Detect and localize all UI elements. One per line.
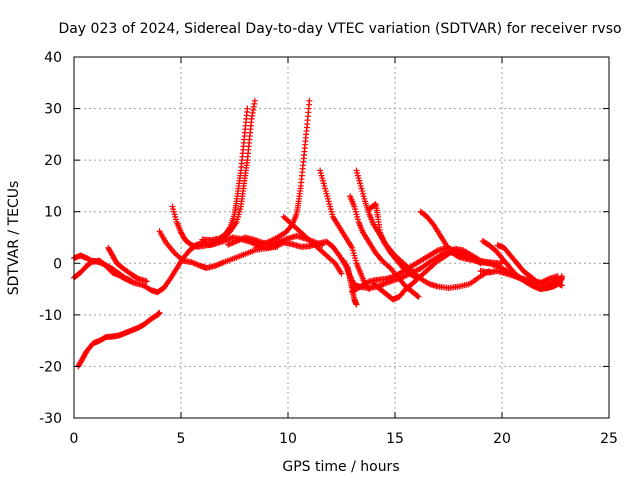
y-tick-label: 0 [53,256,62,272]
data-point [353,301,360,308]
series-arc-6 [169,97,258,250]
x-tick-label: 5 [177,431,186,447]
x-tick-label: 10 [279,431,297,447]
series-arc-21 [477,268,561,286]
data-point [414,292,421,299]
series-arc-18 [417,208,505,267]
data-point [306,97,313,104]
series-arc-7 [199,105,251,244]
x-tick-labels: 0 5 10 15 20 25 [70,431,618,447]
x-tick-label: 0 [70,431,79,447]
y-tick-labels: -30 -20 -10 0 10 20 30 40 [39,50,62,427]
series-arc-10 [280,213,345,277]
axis-ticks [73,56,610,419]
series-arc-4 [105,244,150,285]
data-point [429,220,436,227]
y-tick-label: 40 [44,50,62,66]
y-tick-label: -20 [39,359,62,375]
y-axis-label: SDTVAR / TECUs [6,181,22,296]
x-tick-label: 20 [493,431,511,447]
plot-frame [73,56,610,419]
series-arc-8 [252,97,313,251]
series-arc-2 [71,257,135,285]
data-point [558,275,565,282]
data-point [156,309,163,316]
data-point [244,105,251,112]
data-point [365,285,372,292]
series-arc-3 [75,309,163,370]
y-tick-label: -30 [39,411,62,427]
data-points [71,97,565,370]
grid-lines [74,57,609,418]
data-point [274,243,281,250]
y-tick-label: 10 [44,205,62,221]
chart-title: Day 023 of 2024, Sidereal Day-to-day VTE… [58,21,621,37]
data-point [319,242,326,249]
y-tick-label: -10 [39,308,62,324]
series-arc-19 [479,238,565,293]
data-point [366,286,373,293]
data-point [226,225,233,232]
data-point [143,278,150,285]
x-tick-label: 25 [600,431,618,447]
data-point [251,97,258,104]
data-point [554,273,561,280]
series-arc-11 [317,167,373,293]
data-point [128,278,135,285]
y-tick-label: 20 [44,153,62,169]
x-tick-label: 15 [386,431,404,447]
series-arc-9 [225,232,326,249]
x-axis-label: GPS time / hours [282,459,399,475]
y-tick-label: 30 [44,102,62,118]
series-arc-5 [156,228,281,271]
data-point [415,293,422,300]
data-point [344,264,351,271]
data-point [338,270,345,277]
